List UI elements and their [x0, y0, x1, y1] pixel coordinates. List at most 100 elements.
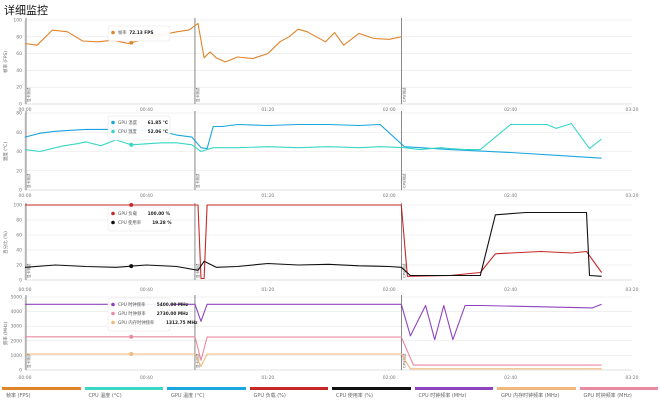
x-tick-label: 01:20 [261, 193, 274, 199]
series-line-cpu-util[interactable] [24, 211, 602, 277]
y-tick-label: 40 [16, 149, 22, 155]
tooltip-swatch [111, 311, 115, 316]
x-tick-label: 02:00 [383, 193, 396, 199]
tooltip-label: CPU 时钟频率 [118, 301, 146, 308]
legend-label: CPU 温度 (°C) [88, 393, 122, 399]
tooltip-value: 5400.00 MHz [157, 302, 189, 308]
tooltip-swatch [111, 211, 115, 216]
tooltip-box [107, 25, 171, 42]
y-tick-label: 80 [16, 218, 22, 224]
y-tick-label: 0 [19, 188, 22, 194]
series-line-cpu-temp[interactable] [24, 123, 602, 153]
y-tick-label: 60 [16, 233, 22, 239]
x-tick-label: 00:00 [19, 193, 32, 199]
hover-point [129, 352, 134, 357]
legend-item-fps[interactable]: 帧率 (FPS) [0, 386, 83, 405]
y-tick-label: 60 [16, 130, 22, 136]
legend-swatch [332, 387, 411, 390]
tooltip-value: 72.13 FPS [129, 30, 153, 36]
tooltip-swatch [111, 30, 115, 35]
tooltip-label: CPU 使用率 [118, 219, 142, 226]
test-marker-label: 显卡测试 [26, 263, 31, 278]
legend-item-cpu-temp[interactable]: CPU 温度 (°C) [83, 386, 166, 405]
test-marker-label: 显卡测试 [26, 173, 31, 188]
test-marker-label: 显卡测试 [195, 353, 200, 368]
series-line-gpu-util[interactable] [25, 204, 603, 280]
y-tick-label: 80 [16, 34, 22, 40]
tooltip-swatch [111, 302, 115, 307]
legend-label: CPU 时钟频率 (MHz) [418, 393, 467, 399]
legend-item-cpu-freq[interactable]: CPU 时钟频率 (MHz) [413, 386, 496, 405]
series-line-fps[interactable] [24, 22, 402, 63]
tooltip-swatch [111, 120, 115, 125]
x-tick-label: 02:00 [383, 375, 396, 381]
tooltip-label: GPU 时钟频率 [118, 310, 146, 317]
x-tick-label: 02:40 [504, 193, 517, 199]
test-marker-label: 显卡测试 [26, 87, 31, 102]
y-axis-label: 百分比 (%) [2, 231, 9, 254]
tooltip-value: 1312.75 MHz [166, 320, 198, 326]
y-tick-label: 1000 [11, 353, 23, 359]
legend-item-cpu-util[interactable]: CPU 使用率 (%) [330, 386, 413, 405]
monitor-charts[interactable]: 100 80 60 40 20 0 帧率 (FPS) 00:00 00:40 01:20 02:00… [0, 0, 660, 386]
test-marker-label: 显卡测试 [195, 87, 200, 102]
legend-item-gpu-util[interactable]: GPU 负载 (%) [248, 386, 331, 405]
y-axis-label: 温度 (°C) [2, 142, 9, 162]
x-tick-label: 02:40 [504, 375, 517, 381]
tooltip-value: 2730.00 MHz [157, 311, 189, 317]
tooltip-swatch [111, 220, 115, 225]
series-line-gpu-temp[interactable] [24, 123, 602, 159]
y-tick-label: 0 [19, 102, 22, 108]
test-marker-label: CPU测试 [401, 353, 406, 368]
series-line-cpu-freq[interactable] [25, 303, 602, 341]
test-marker-label: CPU测试 [401, 173, 406, 188]
y-tick-label: 100 [13, 203, 22, 209]
legend-swatch [167, 387, 246, 390]
x-tick-label: 02:40 [504, 287, 517, 293]
legend-swatch [249, 387, 328, 390]
y-tick-label: 2000 [11, 338, 23, 344]
x-tick-label: 02:40 [504, 107, 517, 113]
y-axis-label: 频率 (MHz) [2, 321, 9, 345]
y-tick-label: 20 [16, 168, 22, 174]
legend-label: 帧率 (FPS) [6, 393, 31, 399]
x-tick-label: 01:20 [261, 287, 274, 293]
tooltip-value: 100.00 % [148, 211, 171, 217]
test-marker-label: CPU测试 [401, 263, 406, 278]
y-tick-label: 20 [16, 85, 22, 91]
test-marker-label: CPU测试 [401, 87, 406, 102]
y-tick-label: 5000 [11, 295, 23, 301]
y-axis-label: 帧率 (FPS) [2, 51, 9, 73]
legend-item-gpu-clock[interactable]: GPU 时钟频率 (MHz) [578, 386, 660, 405]
y-tick-label: 60 [16, 51, 22, 57]
legend-swatch [414, 387, 493, 390]
legend-swatch [84, 387, 163, 390]
legend-label: GPU 温度 (°C) [171, 393, 205, 399]
tooltip-label: GPU 内存时钟频率 [118, 319, 155, 326]
hover-point [129, 334, 134, 339]
legend-item-gpu-temp[interactable]: GPU 温度 (°C) [165, 386, 248, 405]
series-line-gpu-mem-clock[interactable] [25, 353, 602, 370]
y-tick-label: 0 [19, 368, 22, 374]
tooltip-value: 52.06 °C [148, 129, 168, 135]
legend-label: GPU 负载 (%) [253, 393, 286, 399]
x-tick-label: 00:40 [140, 375, 153, 381]
legend-item-gpu-mem-clock[interactable]: GPU 内存时钟频率 (MHz) [495, 386, 578, 405]
y-tick-label: 0 [19, 278, 22, 284]
series-line-gpu-clock[interactable] [25, 336, 602, 366]
x-tick-label: 00:40 [140, 287, 153, 293]
x-tick-label: 01:20 [261, 107, 274, 113]
legend-swatch [2, 387, 81, 390]
hover-point [129, 40, 134, 45]
page-title: 详细监控 [4, 4, 48, 17]
legend-swatch [497, 387, 576, 390]
x-tick-label: 03:20 [626, 193, 639, 199]
x-tick-label: 00:00 [19, 375, 32, 381]
series-legend: 帧率 (FPS) CPU 温度 (°C) GPU 温度 (°C) GPU 负载 (%)… [0, 386, 660, 405]
y-tick-label: 3000 [11, 324, 23, 330]
test-marker-label: 显卡测试 [26, 353, 31, 368]
tooltip-label: GPU 温度 [118, 119, 138, 126]
tooltip-box [107, 297, 171, 332]
y-tick-label: 20 [16, 263, 22, 269]
tooltip-value: 61.85 °C [148, 120, 168, 126]
